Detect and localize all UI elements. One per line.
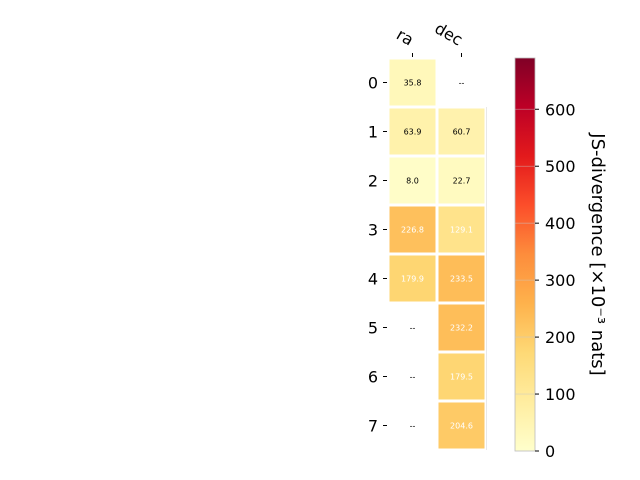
heatmap-cell [389,157,436,204]
colorbar-tick-label: 200 [545,328,576,347]
heatmap-cell [438,255,485,302]
cell-label: -- [459,79,465,88]
colorbar-tick-label: 400 [545,214,576,233]
heatmap-cell [438,304,485,351]
heatmap-cell [389,206,436,253]
colorbar-tick-label: 500 [545,157,576,176]
column-ticks: ra dec [393,19,466,57]
cell-label: 204.6 [450,422,473,431]
row-tick-label: 4 [368,270,378,289]
heatmap-cell [438,108,485,155]
cell-label: 233.5 [450,275,473,284]
cell-label: 8.0 [406,177,419,186]
cell-label: -- [410,324,416,333]
colorbar-gradient [514,57,536,452]
column-tick-label: dec [432,19,466,50]
cell-label: -- [410,373,416,382]
heatmap-cell [438,402,485,449]
colorbar-tick-label: 100 [545,385,576,404]
heatmap-cell [389,255,436,302]
cell-label: 179.5 [450,373,473,382]
cell-label: 226.8 [401,226,424,235]
cell-label: 179.9 [401,275,424,284]
row-tick-label: 6 [368,368,378,387]
cell-label: 35.8 [404,79,422,88]
cell-label: 129.1 [450,226,473,235]
cell-label: 232.2 [450,324,473,333]
colorbar-tick-lines [515,108,535,452]
colorbar: 0 100 200 300 400 500 600 JS-divergence [×10⁻³… [514,57,608,461]
heatmap-cell [438,206,485,253]
column-tick-label: ra [393,25,417,50]
row-tick-label: 5 [368,319,378,338]
heatmap-cell [389,59,436,106]
heatmap-cells: 35.8 -- 63.9 60.7 8.0 22.7 226.8 129.1 179.9 233.… [389,59,487,450]
row-ticks: 0 1 2 3 4 5 6 7 [368,74,387,436]
row-tick-label: 3 [368,221,378,240]
colorbar-tick-label: 0 [545,442,555,461]
cell-label: 22.7 [453,177,471,186]
row-tick-label: 2 [368,172,378,191]
heatmap-cell [389,108,436,155]
row-tick-label: 0 [368,74,378,93]
heatmap-cell [438,157,485,204]
heatmap-cell [438,353,485,400]
colorbar-tick-label: 300 [545,271,576,290]
row-tick-label: 7 [368,417,378,436]
cell-label: -- [410,422,416,431]
colorbar-tick-label: 600 [545,100,576,119]
colorbar-ticks: 0 100 200 300 400 500 600 [535,100,576,461]
row-tick-label: 1 [368,123,378,142]
colorbar-label: JS-divergence [×10⁻³ nats] [587,132,608,375]
cell-label: 63.9 [404,128,422,137]
cell-label: 60.7 [453,128,471,137]
